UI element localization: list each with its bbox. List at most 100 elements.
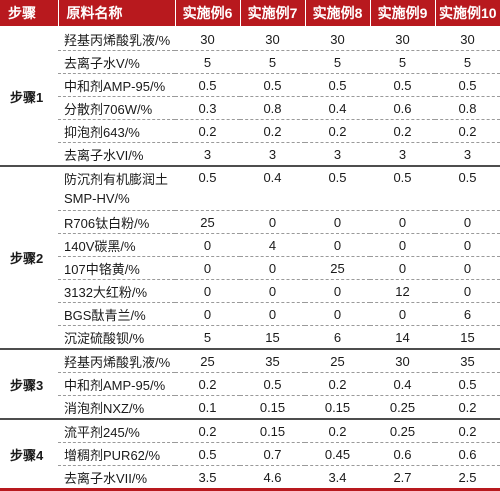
value-cell: 0.5 (240, 372, 305, 396)
step-label: 步骤4 (0, 419, 58, 491)
value-cell: 14 (370, 325, 435, 350)
value-cell: 0.2 (435, 419, 500, 443)
value-cell: 3 (435, 142, 500, 167)
value-cell: 3.5 (175, 465, 240, 491)
value-cell: 0 (175, 279, 240, 303)
value-cell: 0.5 (435, 166, 500, 211)
table-row: 分散剂706W/% 0.3 0.8 0.4 0.6 0.8 (0, 96, 500, 120)
value-cell: 0.15 (240, 419, 305, 443)
value-cell: 0.5 (435, 73, 500, 97)
table-row: 107中铬黄/% 0 0 25 0 0 (0, 256, 500, 280)
step-label: 步骤1 (0, 27, 58, 167)
value-cell: 0.3 (175, 96, 240, 120)
value-cell: 5 (175, 50, 240, 74)
value-cell: 0.4 (305, 96, 370, 120)
value-cell: 0 (435, 210, 500, 234)
value-cell: 0.2 (240, 119, 305, 143)
material-name: 羟基丙烯酸乳液/% (58, 349, 175, 373)
value-cell: 6 (435, 302, 500, 326)
value-cell: 0.2 (305, 419, 370, 443)
material-name: 140V碳黑/% (58, 233, 175, 257)
header-material: 原料名称 (58, 0, 176, 28)
value-cell: 5 (305, 50, 370, 74)
value-cell: 0 (370, 302, 435, 326)
material-name: 去离子水V/% (58, 50, 175, 74)
value-cell: 30 (435, 27, 500, 51)
value-cell: 0 (435, 233, 500, 257)
value-cell: 0.2 (305, 372, 370, 396)
value-cell: 0.6 (370, 96, 435, 120)
value-cell: 0.5 (175, 73, 240, 97)
step-label: 步骤3 (0, 349, 58, 420)
value-cell: 0.1 (175, 395, 240, 420)
value-cell: 0 (175, 302, 240, 326)
table-row: 步骤2 防沉剂有机膨润土SMP-HV/% 0.5 0.4 0.5 0.5 0.5 (0, 166, 500, 350)
value-cell: 0.25 (370, 395, 435, 420)
value-cell: 0.4 (240, 166, 305, 211)
value-cell: 4 (240, 233, 305, 257)
value-cell: 3 (175, 142, 240, 167)
value-cell: 0.5 (370, 73, 435, 97)
value-cell: 0 (435, 279, 500, 303)
value-cell: 3 (370, 142, 435, 167)
value-cell: 25 (175, 210, 240, 234)
value-cell: 0.15 (240, 395, 305, 420)
value-cell: 0 (240, 210, 305, 234)
value-cell: 0.5 (175, 442, 240, 466)
value-cell: 0 (305, 302, 370, 326)
value-cell: 0.2 (175, 419, 240, 443)
value-cell: 0 (240, 279, 305, 303)
value-cell: 4.6 (240, 465, 305, 491)
header-step: 步骤 (0, 0, 59, 28)
material-name: 增稠剂PUR62/% (58, 442, 175, 466)
header-example-10: 实施例10 (435, 0, 500, 28)
header-example-6: 实施例6 (175, 0, 241, 28)
value-cell: 2.7 (370, 465, 435, 491)
table-row: 步骤1 羟基丙烯酸乳液/% 30 30 30 30 30 (0, 27, 500, 167)
value-cell: 0.45 (305, 442, 370, 466)
value-cell: 0.2 (175, 372, 240, 396)
table-row: 3132大红粉/% 0 0 0 12 0 (0, 279, 500, 303)
value-cell: 0.5 (370, 166, 435, 211)
material-name: 流平剂245/% (58, 419, 175, 443)
value-cell: 3 (240, 142, 305, 167)
value-cell: 5 (435, 50, 500, 74)
value-cell: 0.2 (305, 119, 370, 143)
table-row: 中和剂AMP-95/% 0.5 0.5 0.5 0.5 0.5 (0, 73, 500, 97)
value-cell: 0.6 (435, 442, 500, 466)
value-cell: 0.5 (175, 166, 240, 211)
value-cell: 6 (305, 325, 370, 350)
value-cell: 0.2 (370, 119, 435, 143)
material-name: 羟基丙烯酸乳液/% (58, 27, 175, 51)
value-cell: 0 (370, 210, 435, 234)
value-cell: 0.5 (240, 73, 305, 97)
value-cell: 15 (435, 325, 500, 350)
table-row: 消泡剂NXZ/% 0.1 0.15 0.15 0.25 0.2 (0, 395, 500, 420)
material-name: 沉淀硫酸钡/% (58, 325, 175, 350)
value-cell: 0.5 (435, 372, 500, 396)
value-cell: 0.2 (435, 395, 500, 420)
value-cell: 0.2 (435, 119, 500, 143)
value-cell: 30 (370, 349, 435, 373)
material-name: 中和剂AMP-95/% (58, 372, 175, 396)
table-row: 步骤3 羟基丙烯酸乳液/% 25 35 25 30 35 (0, 349, 500, 420)
value-cell: 0 (175, 233, 240, 257)
header-row: 步骤 原料名称 实施例6 实施例7 实施例8 实施例9 实施例10 (0, 0, 500, 28)
value-cell: 0.7 (240, 442, 305, 466)
value-cell: 0.5 (305, 73, 370, 97)
value-cell: 5 (370, 50, 435, 74)
table-body: 步骤1 羟基丙烯酸乳液/% 30 30 30 30 30 去离子水V/% 5 5 5 5 5 中和剂AMP… (0, 27, 500, 491)
value-cell: 0 (370, 256, 435, 280)
value-cell: 0.8 (240, 96, 305, 120)
value-cell: 0.5 (305, 166, 370, 211)
material-name: 107中铬黄/% (58, 256, 175, 280)
table-row: 中和剂AMP-95/% 0.2 0.5 0.2 0.4 0.5 (0, 372, 500, 396)
table-row: 去离子水VI/% 3 3 3 3 3 (0, 142, 500, 167)
header-example-7: 实施例7 (240, 0, 306, 28)
value-cell: 0 (305, 233, 370, 257)
material-name: 防沉剂有机膨润土SMP-HV/% (58, 166, 175, 211)
value-cell: 0.25 (370, 419, 435, 443)
material-name: R706钛白粉/% (58, 210, 175, 234)
table-row: 抑泡剂643/% 0.2 0.2 0.2 0.2 0.2 (0, 119, 500, 143)
value-cell: 30 (240, 27, 305, 51)
